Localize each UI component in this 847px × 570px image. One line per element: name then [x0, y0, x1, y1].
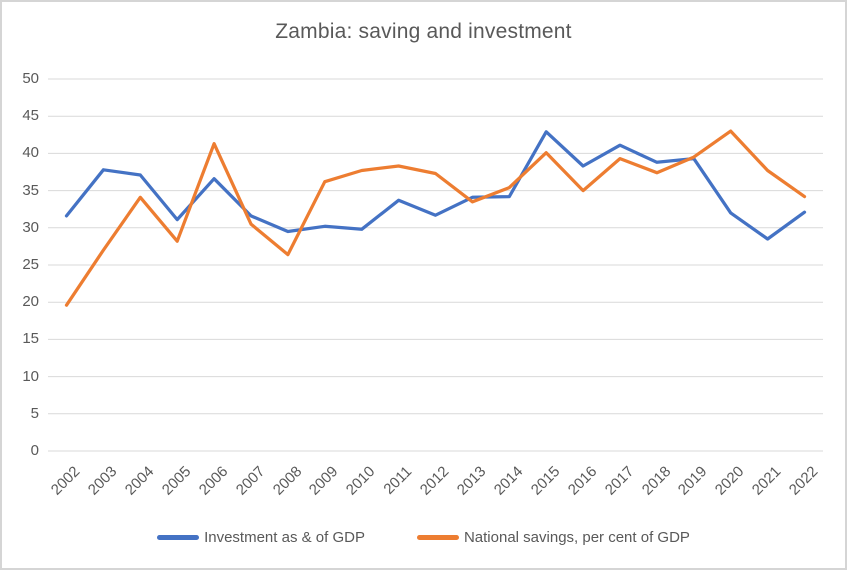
y-axis-tick-label: 35	[22, 181, 39, 199]
legend: Investment as & of GDP National savings,…	[2, 529, 845, 546]
y-axis-tick-label: 45	[22, 107, 39, 125]
legend-marker-savings-icon	[416, 535, 459, 540]
y-axis-tick-label: 15	[22, 330, 39, 348]
y-axis-tick-label: 25	[22, 256, 39, 273]
legend-label-savings: National savings, per cent of GDP	[463, 529, 690, 546]
legend-label-investment: Investment as & of GDP	[204, 529, 365, 546]
chart-title: Zambia: saving and investment	[275, 20, 572, 43]
series-line-0	[64, 130, 807, 241]
series-line-1	[64, 129, 807, 307]
legend-item-investment: Investment as & of GDP	[157, 529, 365, 546]
legend-item-savings: National savings, per cent of GDP	[416, 529, 690, 546]
y-axis-tick-label: 0	[30, 442, 39, 459]
y-axis-tick-label: 40	[22, 144, 39, 162]
legend-marker-investment-icon	[157, 535, 200, 540]
y-axis-tick-label: 30	[22, 218, 39, 236]
y-axis-tick-label: 5	[30, 404, 39, 422]
y-axis-tick-label: 20	[22, 293, 39, 311]
y-axis-tick-label: 50	[22, 70, 39, 87]
y-axis-tick-label: 10	[22, 367, 39, 385]
